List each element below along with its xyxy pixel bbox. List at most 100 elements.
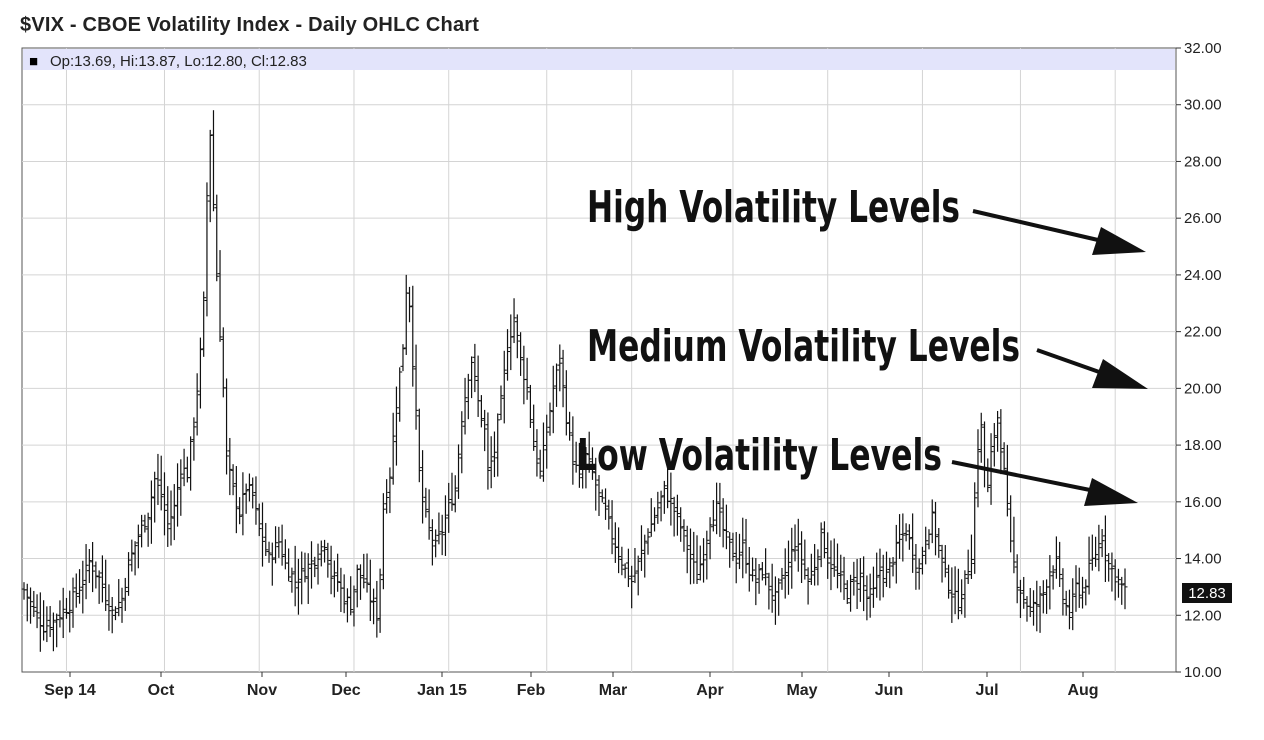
ohlc-bar [266,541,272,563]
ohlc-bar [511,298,517,344]
ohlc-bar [1096,524,1102,572]
ohlc-bar [638,525,644,571]
plot-frame [21,47,1177,673]
ohlc-bar [554,363,560,407]
ohlc-bar [1047,555,1053,610]
ohlc-bar [462,377,468,435]
annotation-medium-arrow [1036,348,1103,375]
ohlc-bar [459,411,465,474]
y-tick-label: 18.00 [1184,437,1222,454]
ohlc-bar [919,546,925,575]
x-tick-label: Jan 15 [417,682,467,699]
ohlc-bar [916,558,922,590]
ohlc-bar [99,555,105,603]
ohlc-bar [387,467,393,514]
ohlc-bar [848,574,854,612]
ohlc-bar [86,549,92,584]
ohlc-bar [217,250,223,342]
ohlc-bar [240,472,246,536]
ohlc-bar [645,528,651,555]
ohlc-bar [433,529,439,558]
y-tick-label: 28.00 [1184,153,1222,170]
ohlc-bar [756,563,762,594]
ohlc-bar [710,500,716,532]
ohlc-bar [684,525,690,574]
ohlc-bar [527,384,533,428]
ohlc-bar [1050,565,1056,590]
ohlc-bar [1001,442,1007,474]
ohlc-bar [70,577,76,628]
x-tick-label: Oct [148,682,175,699]
ohlc-bar [1076,567,1082,608]
ohlc-bar [145,512,151,547]
ohlc-bar [371,588,377,625]
y-tick-label: 30.00 [1184,97,1222,114]
x-tick-label: Mar [599,682,627,699]
ohlc-bar [1057,541,1063,587]
ohlc-bar [204,182,210,317]
ohlc-bar [900,513,906,562]
annotation-high-arrow [972,209,1099,242]
ohlc-bar [256,503,262,537]
ohlc-bar [596,475,602,516]
ohlc-bar [668,472,674,526]
ohlc-bar [312,556,318,578]
ohlc-bar [959,579,965,615]
ohlc-bar [946,564,952,599]
annotation-low-arrowhead [1084,478,1138,506]
ohlc-bar [557,344,563,392]
ohlc-bar [488,436,494,489]
ohlc-bar [168,490,174,546]
ohlc-bar [1060,568,1066,616]
ohlc-bar [825,532,831,579]
ohlc-bar [1119,576,1125,605]
ohlc-bar [439,514,445,556]
ohlc-bar [717,482,723,537]
ohlc-bar [884,551,890,587]
ohlc-bar [570,416,576,485]
ohlc-bar [658,490,664,522]
ohlc-bar [90,541,96,593]
ohlc-bar [661,480,667,514]
ohlc-bar [495,413,501,477]
ohlc-bar [93,561,99,589]
ohlc-bar [576,442,582,488]
ohlc-bar [299,551,305,605]
ohlc-bar [485,412,491,490]
ohlc-bar [923,526,929,565]
ohlc-bar [129,539,135,572]
last-value-box [1182,583,1232,603]
ohlc-bar [910,513,916,573]
ohlc-bar [766,572,772,610]
ohlc-bar [1109,552,1115,592]
ohlc-bar [452,475,458,513]
ohlc-bar [802,539,808,580]
ohlc-bar [309,541,315,589]
ohlc-bar [429,519,435,566]
ohlc-bar [397,367,403,422]
ohlc-bar [210,110,216,212]
x-tick-label: Feb [517,682,546,699]
ohlc-bar [534,429,540,477]
last-value-label: 12.83 [1188,585,1226,602]
ohlc-bar [674,494,680,536]
ohlc-bar [390,412,396,485]
ohlc-bar [583,447,589,489]
ohlc-bar [116,579,122,617]
ohlc-bar [109,597,115,634]
ohlc-bar [295,558,301,615]
ohlc-bar [380,493,386,590]
ohlc-bar [625,548,631,588]
ohlc-bar [750,557,756,582]
ohlc-bar [77,569,83,604]
ohlc-bar [106,584,112,631]
ohlc-bar [148,480,154,544]
ohlc-bar [779,567,785,590]
ohlc-bar [44,606,50,643]
ohlc-bar [808,553,814,585]
ohlc-bar [250,477,256,509]
ohlc-bar [965,549,971,584]
ohlc-bar [606,499,612,530]
ohlc-bar [730,532,736,562]
